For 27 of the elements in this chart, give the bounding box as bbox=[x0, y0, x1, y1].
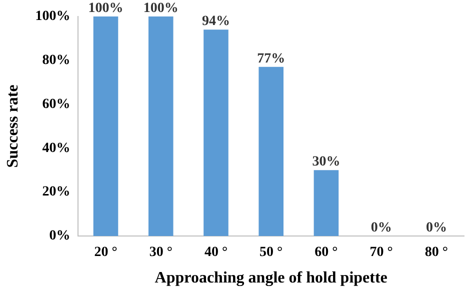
bar bbox=[93, 16, 118, 236]
data-label: 100% bbox=[143, 1, 178, 16]
y-tick-label: 100% bbox=[35, 9, 70, 24]
y-axis-title: Success rate bbox=[4, 84, 22, 168]
data-label: 0% bbox=[426, 220, 447, 236]
x-tick-label: 30 ° bbox=[149, 245, 172, 260]
bar bbox=[204, 30, 228, 236]
bar bbox=[314, 170, 339, 236]
x-tick-label: 70 ° bbox=[370, 245, 393, 260]
bar bbox=[148, 16, 174, 236]
x-tick-label: 20 ° bbox=[94, 245, 118, 260]
x-tick-label: 80 ° bbox=[424, 245, 448, 260]
x-tick-label: 60 ° bbox=[314, 245, 338, 260]
data-label: 0% bbox=[370, 220, 392, 236]
y-tick-label: 20% bbox=[42, 184, 70, 200]
y-tick-label: 80% bbox=[42, 52, 70, 68]
data-label: 100% bbox=[88, 1, 124, 16]
bar bbox=[258, 66, 284, 236]
x-tick-label: 40 ° bbox=[204, 245, 228, 260]
data-label: 94% bbox=[202, 14, 230, 30]
data-label: 77% bbox=[257, 52, 286, 67]
data-label: 30% bbox=[312, 154, 340, 170]
x-axis-title: Approaching angle of hold pipette bbox=[154, 270, 388, 287]
y-tick-label: 60% bbox=[42, 96, 70, 112]
y-tick-label: 0% bbox=[49, 228, 70, 244]
x-tick-label: 50 ° bbox=[260, 245, 283, 260]
y-tick-label: 40% bbox=[42, 140, 70, 156]
